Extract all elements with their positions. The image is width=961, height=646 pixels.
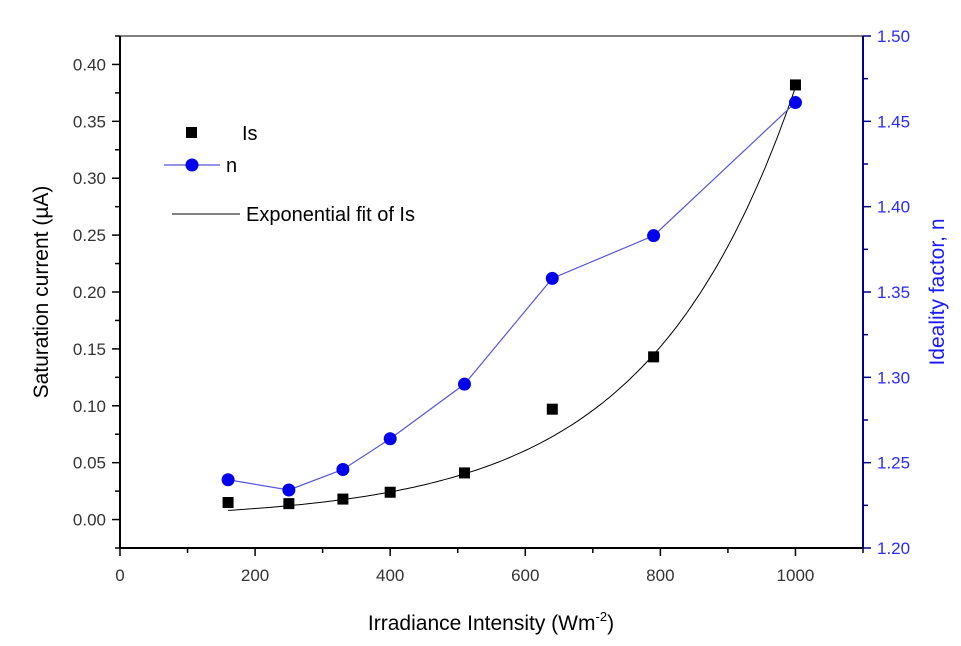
legend-label-n: n — [226, 155, 237, 177]
point-is — [789, 79, 801, 91]
y-left-tick-label: 0.25 — [73, 226, 106, 245]
axes: 0 200 400 600 800 1000 0.00 0.05 0.10 0.15 0.20 0.2… — [73, 27, 910, 585]
point-n — [282, 483, 296, 497]
x-tick-label: 0 — [115, 566, 124, 585]
y-left-tick-label: 0.20 — [73, 283, 106, 302]
point-is — [222, 496, 234, 508]
point-is — [337, 493, 349, 505]
y-right-tick-label: 1.25 — [877, 454, 910, 473]
y-right-tick-label: 1.45 — [877, 112, 910, 131]
point-n — [336, 462, 350, 476]
legend-marker-n — [185, 158, 199, 172]
x-axis-label-close: ) — [607, 612, 614, 635]
x-tick-label: 600 — [511, 566, 539, 585]
y-right-axis-label: Ideality factor, n — [926, 218, 949, 365]
point-n — [221, 473, 235, 487]
y-right-tick-label: 1.50 — [877, 27, 910, 46]
y-right-tick-label: 1.40 — [877, 198, 910, 217]
y-left-axis-label: Saturation current (µA) — [30, 186, 53, 399]
point-n — [383, 432, 397, 446]
y-left-tick-label: 0.10 — [73, 397, 106, 416]
point-n — [545, 271, 559, 285]
line-n — [227, 102, 796, 491]
x-tick-label: 1000 — [777, 566, 815, 585]
y-left-tick-label: 0.05 — [73, 454, 106, 473]
y-right-tick-label: 1.35 — [877, 283, 910, 302]
x-axis-label-main: Irradiance Intensity (Wm — [368, 612, 596, 635]
legend-label-fit: Exponential fit of Is — [246, 204, 415, 226]
fit-curve-is — [228, 86, 796, 511]
point-is — [546, 403, 558, 415]
x-tick-label: 400 — [376, 566, 404, 585]
point-n — [788, 96, 802, 110]
y-left-tick-label: 0.00 — [73, 511, 106, 530]
y-right-tick-label: 1.20 — [877, 539, 910, 558]
x-axis-label-sup: -2 — [596, 609, 608, 624]
y-left-tick-label: 0.35 — [73, 112, 106, 131]
point-is — [648, 351, 660, 363]
point-is — [384, 486, 396, 498]
x-tick-label: 800 — [646, 566, 674, 585]
legend-label-is: Is — [242, 123, 258, 145]
x-axis-label: Irradiance Intensity (Wm-2) — [368, 609, 614, 635]
point-is — [283, 498, 295, 510]
y-left-tick-label: 0.15 — [73, 340, 106, 359]
y-left-tick-label: 0.30 — [73, 169, 106, 188]
marks — [221, 79, 802, 511]
legend-marker-is — [186, 127, 197, 138]
point-n — [457, 377, 471, 391]
point-n — [647, 229, 661, 243]
x-tick-label: 200 — [241, 566, 269, 585]
y-right-tick-label: 1.30 — [877, 368, 910, 387]
legend: Is n Exponential fit of Is — [164, 123, 415, 226]
y-left-tick-label: 0.40 — [73, 55, 106, 74]
point-is — [458, 467, 470, 479]
